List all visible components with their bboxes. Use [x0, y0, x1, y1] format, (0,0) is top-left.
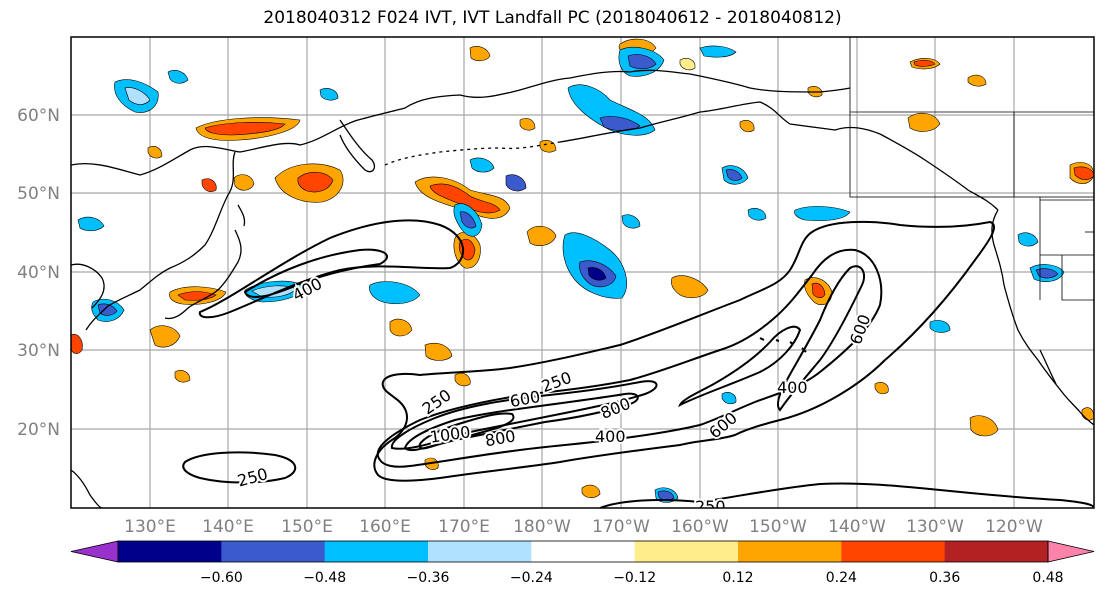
lon-label: 160°W: [671, 517, 729, 537]
lat-label: 30°N: [17, 341, 60, 361]
negative-anomaly-patch: [1017, 232, 1039, 247]
positive-anomaly-patch: [671, 275, 709, 299]
positive-anomaly-patch: [174, 370, 191, 383]
pc-shading-negative: [77, 45, 1065, 503]
positive-anomaly-patch: [739, 120, 755, 133]
lon-label: 140°W: [828, 517, 886, 537]
negative-anomaly-patch: [599, 116, 641, 131]
negative-anomaly-patch: [621, 214, 641, 229]
negative-anomaly-patch: [97, 303, 118, 316]
contour-250-south-west: [182, 451, 297, 484]
negative-anomaly-patch: [124, 87, 151, 105]
lat-label: 20°N: [17, 420, 60, 440]
negative-anomaly-patch: [747, 208, 767, 221]
lon-label: 160°E: [359, 517, 411, 537]
ivt-contours: [182, 219, 1094, 508]
negative-anomaly-patch: [929, 320, 951, 333]
negative-anomaly-patch: [167, 70, 189, 84]
negative-anomaly-patch: [725, 169, 743, 181]
positive-anomaly-patch: [71, 334, 83, 354]
negative-anomaly-patch: [77, 216, 105, 232]
map-border: [70, 36, 1095, 509]
positive-anomaly-patch: [389, 318, 413, 337]
positive-anomaly-patch: [913, 59, 936, 67]
map-title: 2018040312 F024 IVT, IVT Landfall PC (20…: [263, 8, 842, 28]
lon-label: 170°E: [438, 517, 490, 537]
negative-anomaly-patch: [459, 211, 477, 229]
negative-anomaly-patch: [794, 206, 851, 222]
lon-label: 150°E: [281, 517, 333, 537]
contour-label: 250: [695, 497, 726, 516]
lat-label: 40°N: [17, 263, 60, 283]
contour-400-main: [376, 248, 883, 468]
positive-anomaly-patch: [967, 74, 987, 87]
negative-anomaly-patch: [721, 392, 737, 405]
contour-250-main: [373, 220, 995, 482]
lon-label: 130°E: [124, 517, 176, 537]
contour-250-japan: [198, 219, 465, 319]
negative-anomaly-patch: [1035, 268, 1059, 279]
lon-label: 170°W: [592, 517, 650, 537]
contour-800-main: [403, 392, 639, 452]
positive-anomaly-patch: [811, 282, 826, 299]
lon-label: 150°W: [749, 517, 807, 537]
positive-anomaly-patch: [201, 178, 217, 192]
contour-250-south-east: [599, 482, 1094, 508]
lon-label: 180°W: [513, 517, 571, 537]
positive-anomaly-patch: [874, 382, 889, 395]
lon-label: 120°W: [985, 517, 1043, 537]
positive-anomaly-patch: [149, 325, 181, 348]
negative-anomaly-patch: [505, 174, 527, 192]
positive-anomaly-patch: [233, 174, 255, 191]
coastlines: [71, 69, 1094, 508]
longitude-labels: 130°E 140°E 150°E 160°E 170°E 180°W 170°…: [124, 517, 1043, 537]
positive-anomaly-patch: [424, 342, 453, 361]
political-boundaries: [849, 37, 1094, 301]
positive-anomaly-patch: [469, 46, 491, 62]
contour-600-east: [777, 265, 866, 412]
positive-anomaly-patch: [204, 122, 286, 136]
lon-label: 140°E: [202, 517, 254, 537]
positive-anomaly-patch: [526, 225, 557, 246]
pc-shading: [71, 38, 1094, 498]
positive-anomaly-patch: [581, 484, 601, 498]
negative-anomaly-patch: [627, 54, 657, 70]
contour-400-japan: [243, 248, 388, 298]
positive-anomaly-patch: [907, 112, 941, 132]
contour-1000-main: [418, 412, 515, 450]
positive-anomaly-patch: [969, 415, 999, 437]
positive-anomaly-patch: [429, 183, 501, 214]
negative-anomaly-patch: [319, 88, 339, 101]
positive-anomaly-patch: [679, 58, 696, 71]
lon-label: 130°W: [906, 517, 964, 537]
contour-600-mid: [678, 325, 802, 408]
contour-label: 400: [777, 378, 808, 397]
contour-label: 400: [595, 427, 626, 446]
negative-anomaly-patch: [657, 490, 675, 501]
negative-anomaly-patch: [587, 267, 607, 281]
lat-label: 60°N: [17, 106, 60, 126]
positive-anomaly-patch: [147, 146, 163, 159]
latitude-labels: 60°N 50°N 40°N 30°N 20°N: [17, 106, 60, 440]
contour-600-main: [390, 380, 658, 450]
lat-label: 50°N: [17, 184, 60, 204]
positive-anomaly-patch: [297, 171, 334, 193]
positive-anomaly-patch: [454, 372, 471, 387]
negative-anomaly-patch: [369, 281, 421, 304]
negative-anomaly-patch: [699, 45, 737, 58]
positive-anomaly-patch: [519, 118, 536, 131]
negative-anomaly-patch: [469, 157, 495, 173]
